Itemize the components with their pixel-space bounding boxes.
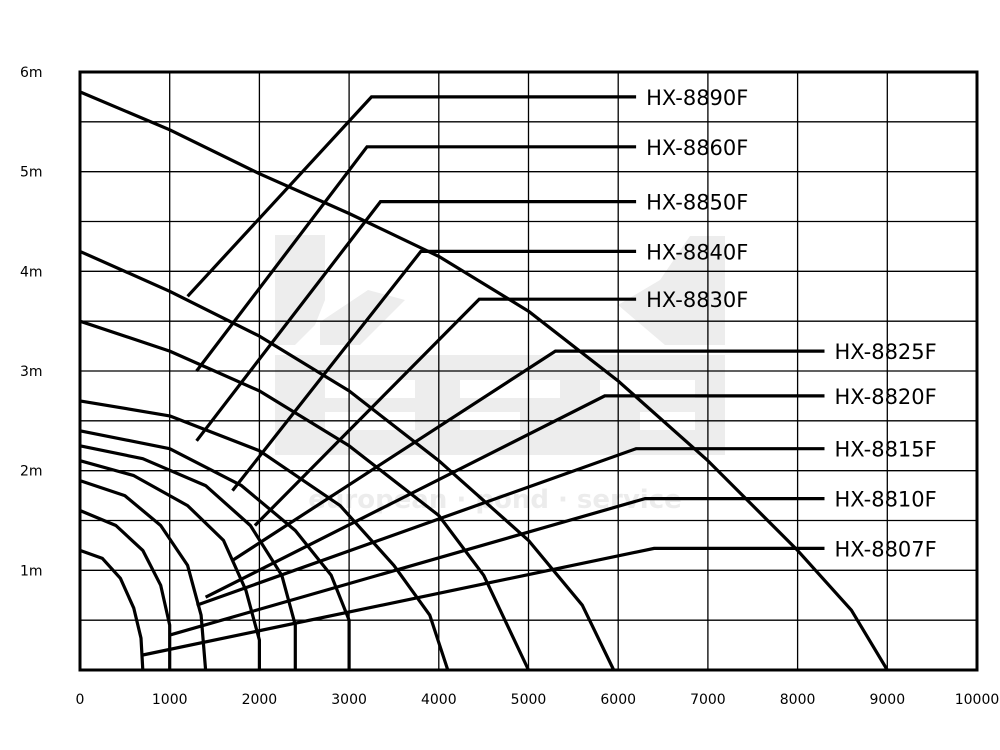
leader-line-hx-8820f — [204, 394, 825, 599]
series-curve-hx-8810f — [79, 509, 172, 670]
y-tick-label: 6m — [20, 65, 43, 81]
leader-line-hx-8810f — [169, 497, 825, 637]
series-label: HX-8810F — [835, 488, 937, 512]
series-curve-hx-8825f — [79, 444, 297, 670]
leader-line-hx-8830f — [253, 297, 637, 527]
leader-line-hx-8860f — [195, 145, 637, 372]
x-tick-label: 7000 — [690, 692, 726, 708]
x-tick-label: 2000 — [242, 692, 278, 708]
series-label: HX-8850F — [646, 191, 748, 215]
x-tick-label: 10000 — [955, 692, 1000, 708]
y-tick-label: 1m — [20, 563, 43, 579]
leader-line-hx-8840f — [231, 249, 637, 492]
x-tick-label: 4000 — [421, 692, 457, 708]
x-tick-label: 5000 — [511, 692, 547, 708]
series-curve-hx-8807f — [79, 548, 145, 671]
series-labels: HX-8807F HX-8810F HX-8815F HX-8820F HX-8825F… — [646, 86, 937, 561]
x-tick-label: 1000 — [152, 692, 188, 708]
series-curve-hx-8890f — [79, 90, 889, 671]
x-tick-label: 0 — [76, 692, 85, 708]
series-label: HX-8825F — [835, 340, 937, 364]
series-layer — [79, 90, 889, 671]
leader-line-hx-8807f — [142, 546, 825, 657]
series-label: HX-8890F — [646, 86, 748, 110]
series-label: HX-8860F — [646, 136, 748, 160]
watermark: european · pond · service — [275, 235, 725, 515]
series-label: HX-8840F — [646, 240, 748, 264]
x-axis-ticks: 0 1000 2000 3000 4000 5000 6000 7000 8000 9000 100… — [76, 692, 1000, 708]
y-tick-label: 4m — [20, 264, 43, 280]
x-tick-label: 9000 — [869, 692, 905, 708]
leader-line-hx-8850f — [195, 200, 637, 442]
y-tick-label: 3m — [20, 364, 43, 380]
leader-line-hx-8825f — [231, 349, 825, 562]
series-curve-hx-8815f — [79, 479, 208, 671]
series-curve-hx-8850f — [79, 319, 530, 671]
series-label: HX-8815F — [835, 438, 937, 462]
series-label: HX-8830F — [646, 288, 748, 312]
leader-line-hx-8890f — [186, 95, 637, 298]
plot-frame — [78, 70, 979, 672]
series-label: HX-8820F — [835, 385, 937, 409]
y-tick-label: 5m — [20, 165, 43, 181]
x-tick-label: 6000 — [600, 692, 636, 708]
series-curve-hx-8830f — [79, 429, 351, 670]
watermark-house — [275, 235, 725, 455]
series-curve-hx-8840f — [79, 399, 450, 671]
series-curve-hx-8860f — [79, 249, 616, 671]
leader-line-hx-8815f — [196, 447, 825, 607]
y-axis-ticks: 1m 2m 3m 4m 5m 6m — [20, 65, 43, 579]
x-tick-label: 8000 — [780, 692, 816, 708]
x-tick-label: 3000 — [331, 692, 367, 708]
y-tick-label: 2m — [20, 464, 43, 480]
series-label: HX-8807F — [835, 537, 937, 561]
series-curve-hx-8820f — [79, 459, 261, 670]
